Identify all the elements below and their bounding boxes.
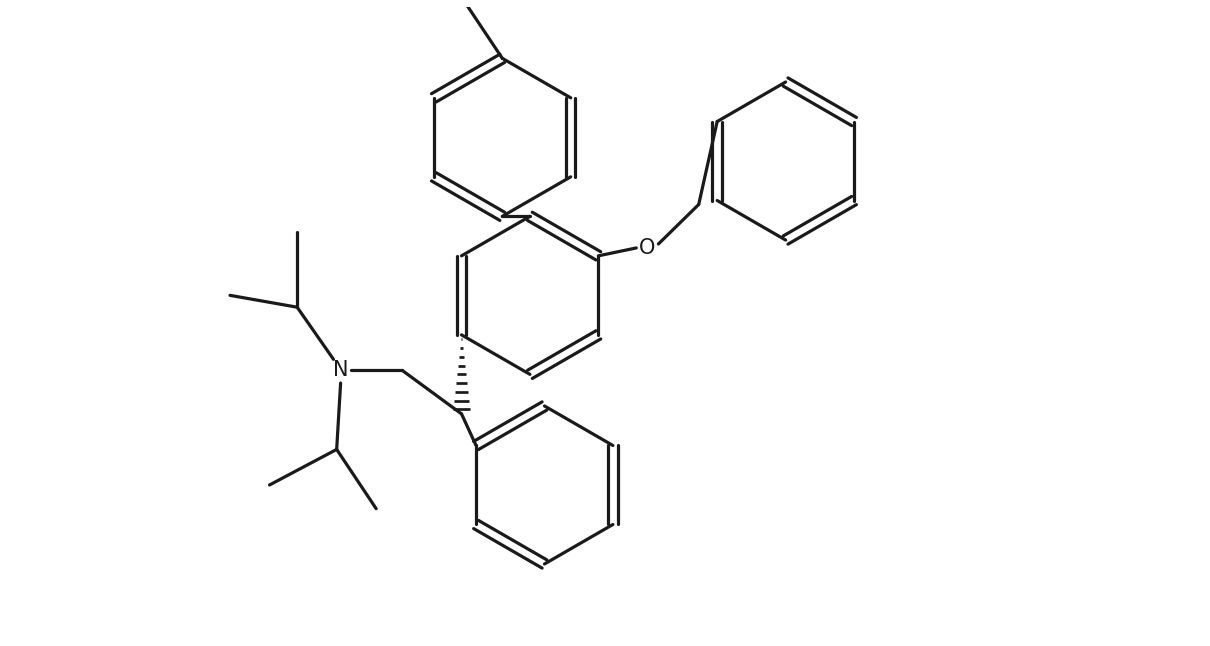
Text: N: N xyxy=(333,360,348,380)
Text: O: O xyxy=(639,238,656,258)
